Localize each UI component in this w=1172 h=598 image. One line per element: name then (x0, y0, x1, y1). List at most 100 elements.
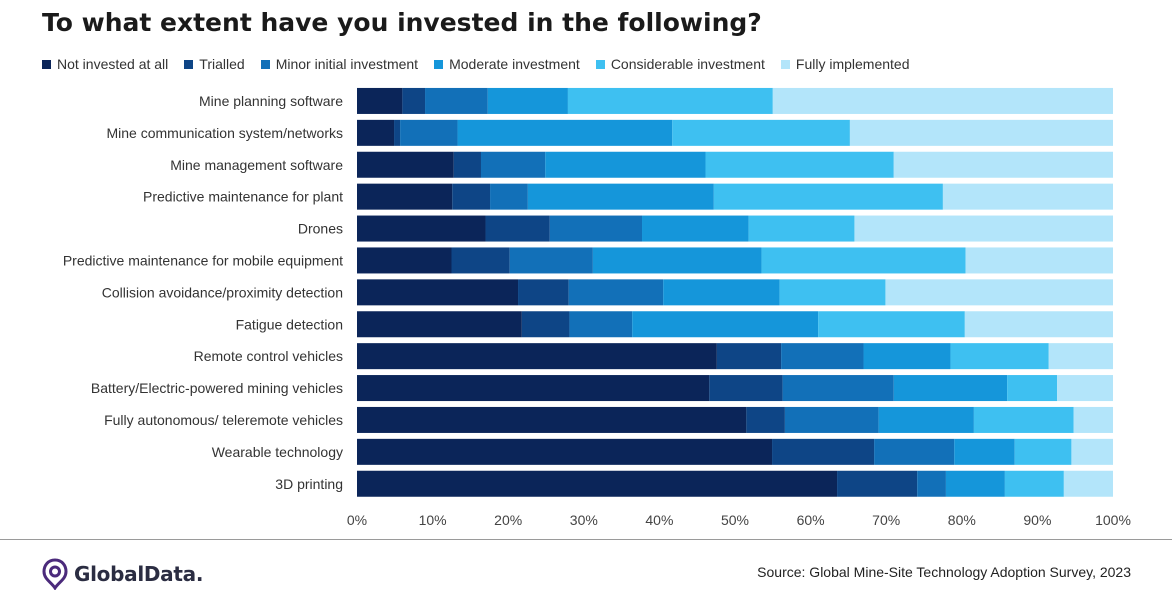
bar-segment (705, 151, 894, 178)
x-tick-label: 60% (797, 512, 825, 528)
x-tick-label: 70% (872, 512, 900, 528)
legend-swatch (595, 59, 605, 69)
bar-segment (452, 183, 491, 210)
bar-segment (716, 343, 782, 370)
legend-item: Trialled (184, 56, 245, 72)
category-label: Mine management software (170, 157, 343, 173)
bar-segment (451, 247, 510, 274)
chart-title: To what extent have you invested in the … (42, 8, 762, 37)
bar-segment (885, 279, 1113, 306)
bar-segment (954, 438, 1015, 465)
bar-segment (357, 151, 454, 178)
bar-segment (1063, 470, 1113, 497)
bar-segment (357, 470, 838, 497)
bar-segment (761, 247, 966, 274)
legend-swatch (42, 59, 51, 69)
stacked-bar-chart: Mine planning software Mine communication… (63, 87, 1131, 528)
bar-segment (487, 87, 568, 114)
bar-segment (1071, 438, 1113, 465)
legend-item: Fully implemented (780, 56, 910, 72)
category-label: Wearable technology (212, 444, 343, 460)
category-label: Fully autonomous/ teleremote vehicles (104, 412, 343, 428)
bar-segment (518, 279, 569, 306)
bar-segment (1057, 375, 1113, 402)
category-label: Fatigue detection (236, 316, 343, 332)
category-label: Remote control vehicles (194, 348, 343, 364)
legend-item: Moderate investment (434, 56, 580, 72)
category-label: Drones (298, 221, 343, 237)
bar-segment (400, 119, 458, 146)
x-tick-label: 40% (645, 512, 673, 528)
bar-segment (490, 183, 528, 210)
bar-segment (837, 470, 918, 497)
category-label: Mine planning software (199, 93, 343, 109)
bar-segment (945, 470, 1005, 497)
legend-item: Considerable investment (595, 56, 765, 72)
bar-segment (1014, 438, 1072, 465)
bar-segment (973, 406, 1074, 433)
bar-segment (402, 87, 426, 114)
bar-segment (781, 343, 864, 370)
legend-label: Minor initial investment (275, 56, 419, 72)
bar-segment (357, 311, 522, 338)
globaldata-logo: GlobalData. (42, 557, 203, 591)
bar-segment (1048, 343, 1113, 370)
bar-segment (779, 279, 886, 306)
x-tick-label: 30% (570, 512, 598, 528)
bar-segment (746, 406, 785, 433)
bar-segment (485, 215, 550, 242)
legend-label: Trialled (199, 56, 245, 72)
bar-segment (782, 375, 894, 402)
x-tick-label: 80% (948, 512, 976, 528)
bar-segment (549, 215, 643, 242)
category-label: Predictive maintenance for mobile equipm… (63, 252, 343, 268)
bar-segment (893, 151, 1113, 178)
x-tick-label: 10% (419, 512, 447, 528)
bar-segment (849, 119, 1113, 146)
bar-segment (854, 215, 1113, 242)
bar-segment (357, 183, 453, 210)
bar-segment (567, 87, 773, 114)
bar-segment (917, 470, 946, 497)
bar-segment (672, 119, 850, 146)
source-note: Source: Global Mine-Site Technology Adop… (757, 564, 1131, 580)
x-tick-label: 50% (721, 512, 749, 528)
legend-label: Fully implemented (795, 56, 910, 72)
legend-label: Considerable investment (610, 56, 765, 72)
bar-segment (453, 151, 481, 178)
bar-segment (950, 343, 1049, 370)
legend-item: Not invested at all (42, 56, 168, 72)
bar-segment (863, 343, 951, 370)
legend-label: Not invested at all (57, 56, 169, 72)
bar-segment (964, 311, 1113, 338)
category-label: 3D printing (275, 476, 343, 492)
bar-segment (874, 438, 955, 465)
bar-segment (357, 406, 747, 433)
bar-segment (772, 87, 1113, 114)
legend-label: Moderate investment (449, 56, 580, 72)
globaldata-mark-icon (42, 558, 68, 590)
bar-segment (663, 279, 780, 306)
bar-segment (592, 247, 762, 274)
bar-segment (818, 311, 965, 338)
legend-swatch (780, 59, 790, 69)
bar-segment (942, 183, 1113, 210)
legend-swatch (260, 59, 270, 69)
bar-segment (772, 438, 875, 465)
x-tick-label: 90% (1023, 512, 1051, 528)
x-tick-label: 100% (1095, 512, 1131, 528)
legend-swatch (434, 59, 444, 69)
x-tick-label: 0% (347, 512, 367, 528)
legend-swatch (184, 59, 194, 69)
brand-name: GlobalData. (74, 562, 204, 586)
bar-segment (357, 438, 773, 465)
category-label: Mine communication system/networks (106, 125, 343, 141)
bar-segment (1007, 375, 1058, 402)
legend-item: Minor initial investment (260, 56, 419, 72)
footer-divider (0, 539, 1172, 540)
bar-segment (509, 247, 593, 274)
bar-segment (1073, 406, 1113, 433)
bar-segment (527, 183, 714, 210)
bar-segment (357, 87, 403, 114)
bar-segment (545, 151, 706, 178)
